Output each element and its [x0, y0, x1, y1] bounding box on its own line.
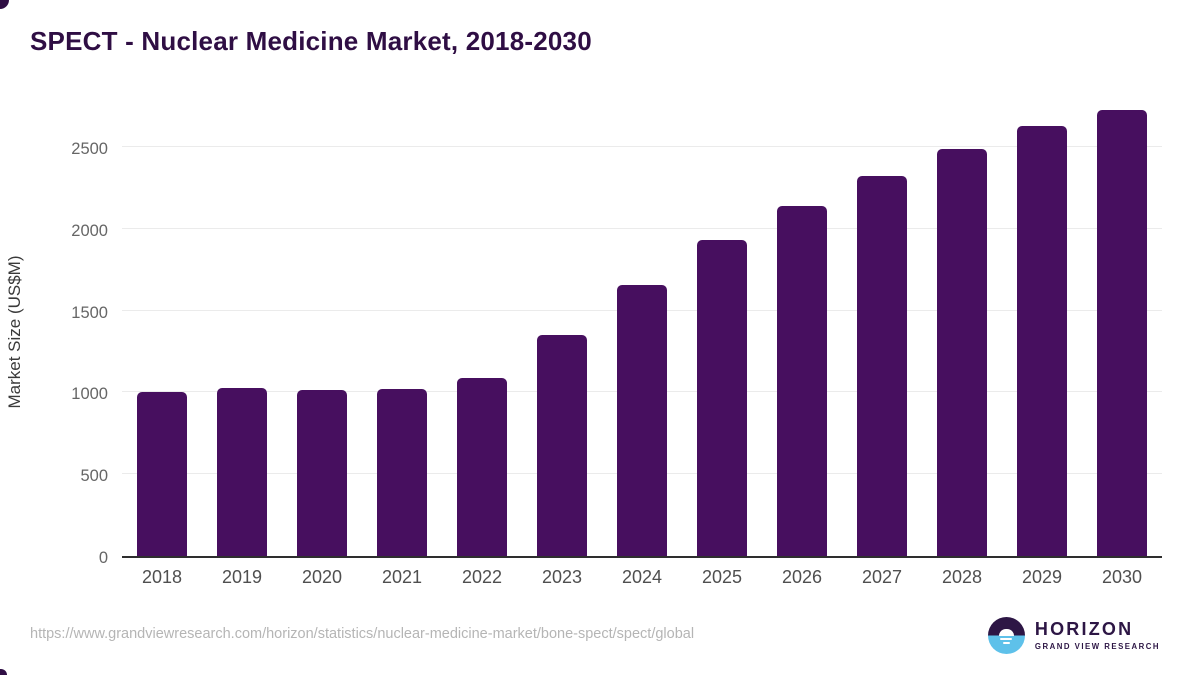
- x-tick-label-2027: 2027: [861, 567, 903, 587]
- x-tick-label-2028: 2028: [941, 567, 983, 587]
- x-tick-label-2024: 2024: [621, 567, 663, 587]
- x-tick-label-2021: 2021: [381, 567, 423, 587]
- y-tick-label-1500: 1500: [71, 303, 108, 322]
- y-tick-label-2000: 2000: [71, 221, 108, 240]
- bar-2026: [777, 206, 827, 556]
- gridline-2500: [122, 146, 1162, 148]
- bar-2021: [377, 389, 427, 556]
- horizon-logo: HORIZON GRAND VIEW RESEARCH: [987, 617, 1160, 654]
- x-axis-tick-labels: 2018 2019 2020 2021 2022 2023 2024 2025 2026 2027…: [122, 564, 1162, 594]
- bar-2025: [697, 239, 747, 556]
- x-tick-label-2018: 2018: [141, 567, 183, 587]
- bar-2020: [297, 390, 347, 556]
- chart-title: SPECT - Nuclear Medicine Market, 2018-20…: [30, 26, 592, 56]
- bar-2019: [217, 387, 267, 556]
- logo-title: HORIZON: [1034, 619, 1134, 640]
- corner-accent-top-left: [0, 0, 9, 9]
- bar-2027: [857, 175, 907, 556]
- bar-2029: [1017, 125, 1067, 556]
- logo-text: HORIZON GRAND VIEW RESEARCH: [1034, 619, 1160, 651]
- bar-2023: [537, 335, 587, 556]
- x-tick-label-2030: 2030: [1101, 567, 1143, 587]
- source-url: https://www.grandviewresearch.com/horizo…: [30, 626, 695, 642]
- x-tick-label-2019: 2019: [221, 567, 263, 587]
- bar-2030: [1097, 110, 1147, 556]
- gridline-2000: [122, 227, 1162, 229]
- x-tick-label-2029: 2029: [1021, 567, 1063, 587]
- logo-subtitle: GRAND VIEW RESEARCH: [1034, 641, 1160, 651]
- bar-2018: [137, 392, 187, 556]
- y-tick-label-2500: 2500: [71, 140, 108, 159]
- x-tick-label-2023: 2023: [541, 567, 583, 587]
- plot-area: [122, 100, 1162, 558]
- y-tick-label-1000: 1000: [71, 385, 108, 404]
- bar-2024: [617, 285, 667, 556]
- x-tick-label-2025: 2025: [701, 567, 743, 587]
- sun-dome-shape: [998, 628, 1014, 636]
- x-tick-label-2022: 2022: [461, 567, 503, 587]
- x-tick-label-2020: 2020: [301, 567, 343, 587]
- y-axis-tick-labels: 0 500 1000 1500 2000 2500: [0, 100, 108, 567]
- horizon-line-1: [1000, 638, 1013, 640]
- horizon-sun-icon: [987, 617, 1025, 654]
- bar-2028: [937, 148, 987, 556]
- y-tick-label-500: 500: [80, 467, 108, 486]
- horizon-line-2: [1002, 642, 1010, 644]
- y-tick-label-0: 0: [98, 549, 108, 567]
- bar-2022: [457, 377, 507, 556]
- corner-accent-bottom-left: [0, 669, 7, 675]
- x-tick-label-2026: 2026: [781, 567, 823, 587]
